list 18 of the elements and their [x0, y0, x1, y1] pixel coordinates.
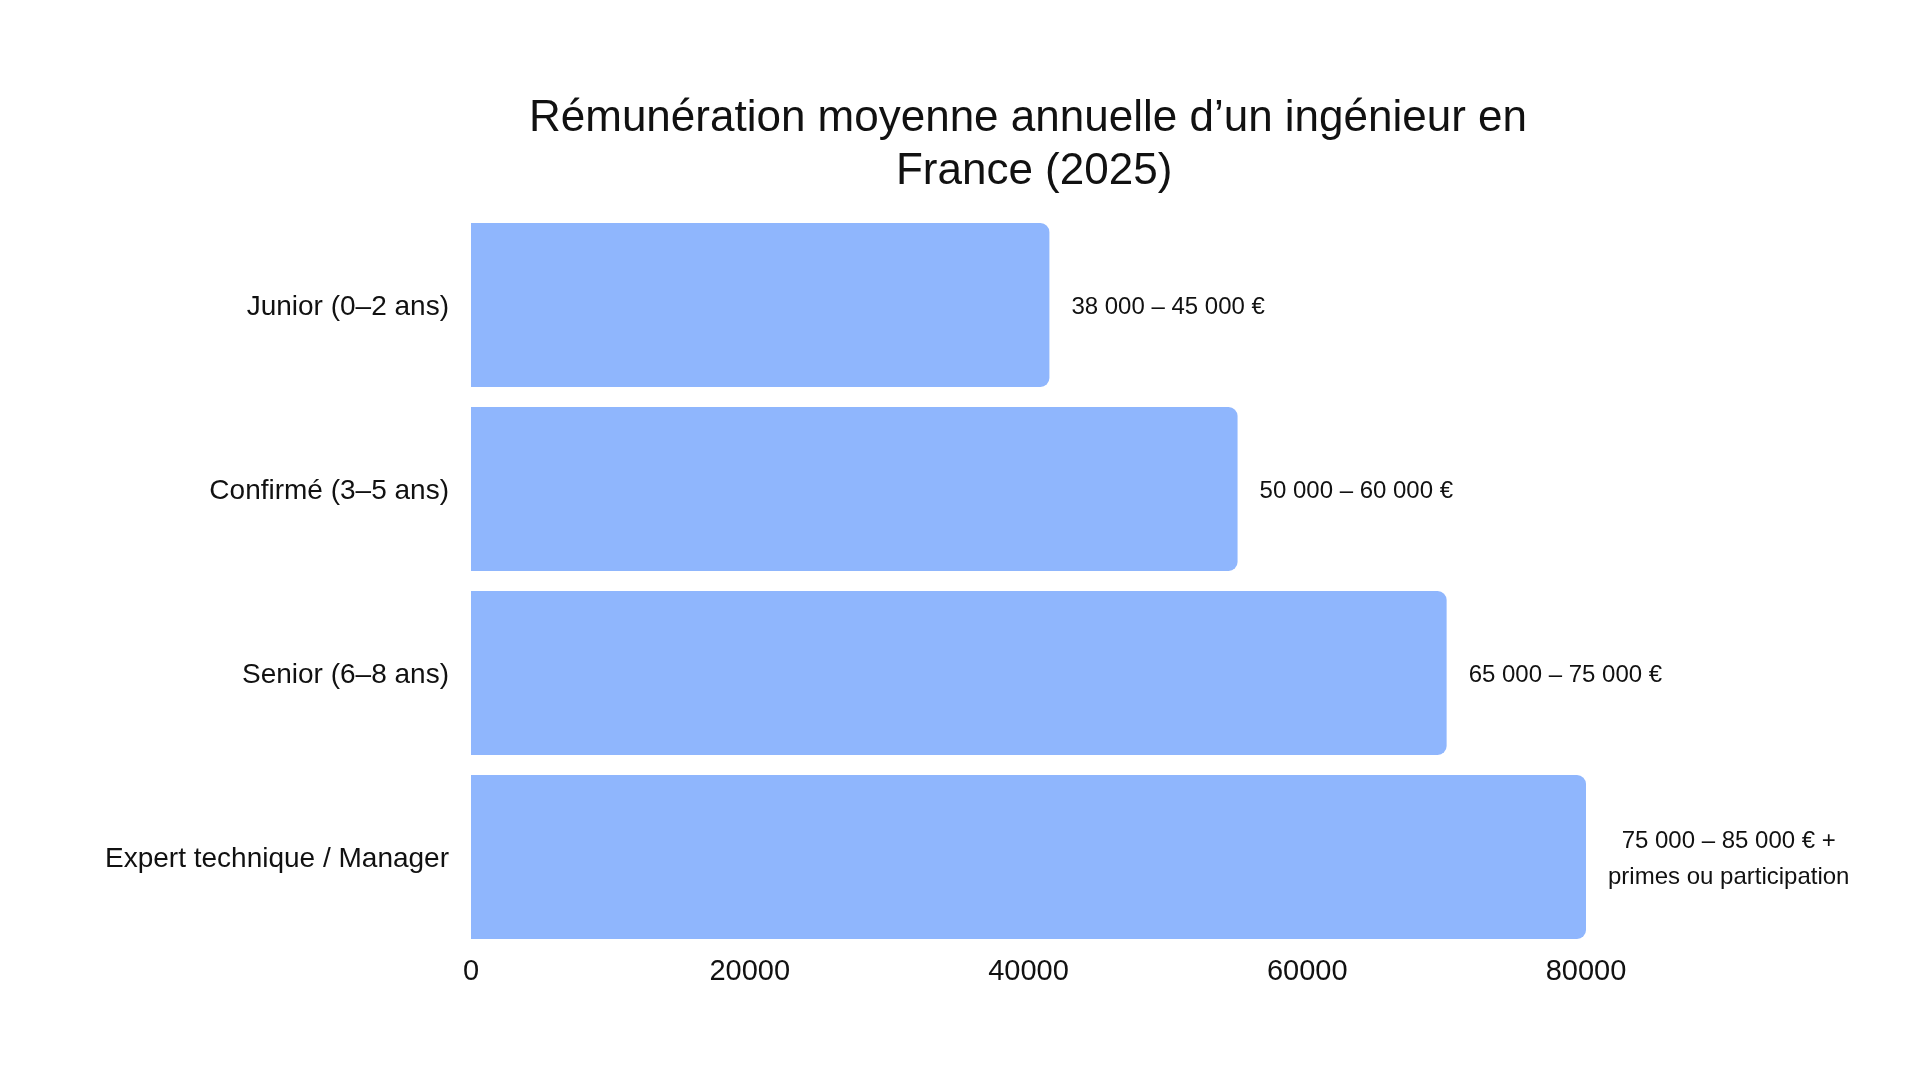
annotation: 65 000 – 75 000 € [1468, 659, 1663, 687]
y-tick-label: Confirmé (3–5 ans) [209, 473, 449, 505]
bar [471, 223, 1050, 387]
x-tick-label: 40000 [988, 953, 1069, 986]
x-tick-label: 0 [462, 953, 480, 986]
y-tick-label: Expert technique / Manager [105, 841, 449, 873]
bar [471, 407, 1238, 571]
annotation: 38 000 – 45 000 € [1071, 291, 1266, 319]
annotation: 75 000 – 85 000 € + primes ou participation [1608, 825, 1850, 889]
y-tick-label: Junior (0–2 ans) [246, 289, 449, 321]
chart-title: Rémunération moyenne annuelle d’un ingénieur en France (2025) [528, 91, 1528, 193]
x-tick-label: 80000 [1545, 953, 1627, 986]
bar [471, 591, 1447, 755]
bar [471, 775, 1586, 939]
x-tick-label: 60000 [1266, 953, 1348, 986]
y-tick-label: Senior (6–8 ans) [241, 657, 449, 689]
x-tick-label: 20000 [709, 953, 791, 986]
annotation: 50 000 – 60 000 € [1259, 475, 1454, 503]
